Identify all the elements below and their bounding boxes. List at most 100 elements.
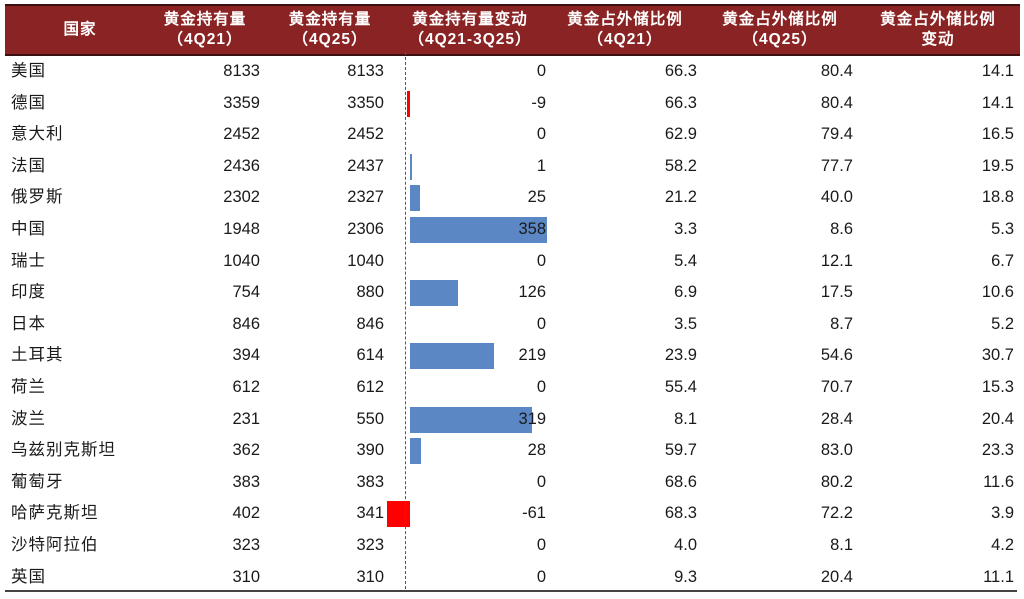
cell-ratio-change: 20.4 [981, 409, 1014, 428]
cell-holdings-4q25: 550 [356, 409, 384, 428]
cell-holdings-change: 126 [518, 283, 546, 302]
cell-ratio-4q25: 80.4 [820, 62, 853, 80]
header-holdings-change: 黄金持有量变动 （4Q21-3Q25） [390, 6, 550, 54]
cell-holdings-change: 0 [536, 567, 546, 586]
header-holdings-4q25: 黄金持有量 （4Q25） [260, 6, 400, 54]
positive-change-bar [410, 185, 420, 212]
cell-ratio-4q21: 6.9 [674, 283, 697, 302]
positive-change-bar [410, 153, 412, 180]
cell-holdings-4q25: 612 [356, 378, 384, 396]
cell-ratio-4q21: 21.2 [664, 188, 697, 207]
header-ratio-4q25: 黄金占外储比例 （4Q25） [705, 6, 855, 54]
cell-ratio-4q21: 62.9 [664, 125, 697, 144]
cell-ratio-change: 16.5 [981, 125, 1014, 144]
header-line2: （4Q21） [167, 31, 243, 48]
cell-holdings-4q25: 3350 [347, 93, 384, 112]
cell-ratio-4q25: 80.2 [820, 472, 853, 491]
cell-holdings-4q21: 2436 [223, 156, 260, 175]
cell-ratio-change: 19.5 [981, 156, 1014, 175]
cell-country-name: 德国 [11, 93, 46, 112]
cell-ratio-4q21: 58.2 [664, 156, 697, 175]
cell-ratio-4q25: 8.7 [830, 314, 853, 333]
cell-holdings-4q25: 8133 [347, 62, 384, 80]
cell-ratio-change: 5.2 [991, 314, 1014, 333]
table-row: 葡萄牙 383 383 0 68.6 80.2 11.6 [5, 467, 1020, 499]
cell-holdings-4q21: 310 [232, 567, 260, 586]
cell-holdings-change: 0 [536, 251, 546, 270]
cell-ratio-4q21: 3.5 [674, 314, 697, 333]
cell-ratio-4q21: 4.0 [674, 536, 697, 554]
cell-holdings-4q21: 754 [232, 283, 260, 302]
cell-country-name: 俄罗斯 [11, 188, 64, 207]
cell-ratio-4q21: 66.3 [664, 93, 697, 112]
cell-ratio-change: 4.2 [991, 536, 1014, 554]
cell-ratio-change: 14.1 [981, 62, 1014, 80]
cell-ratio-4q25: 80.4 [820, 93, 853, 112]
cell-ratio-4q25: 54.6 [820, 346, 853, 365]
cell-country-name: 瑞士 [11, 251, 46, 270]
cell-holdings-4q25: 1040 [347, 251, 384, 270]
cell-holdings-4q21: 402 [232, 504, 260, 523]
cell-ratio-change: 6.7 [991, 251, 1014, 270]
header-line1: 黄金占外储比例 [880, 11, 996, 28]
cell-country-name: 波兰 [11, 409, 46, 428]
cell-ratio-4q21: 66.3 [664, 62, 697, 80]
cell-holdings-change: 0 [536, 125, 546, 144]
cell-ratio-4q25: 17.5 [820, 283, 853, 302]
cell-ratio-4q25: 20.4 [820, 567, 853, 586]
cell-ratio-4q25: 28.4 [820, 409, 853, 428]
cell-holdings-4q21: 2302 [223, 188, 260, 207]
bottom-rule [5, 590, 1017, 592]
cell-holdings-4q21: 1040 [223, 251, 260, 270]
table-row: 俄罗斯 2302 2327 25 21.2 40.0 18.8 [5, 182, 1020, 214]
header-country: 国家 [5, 6, 155, 54]
positive-change-bar [410, 438, 421, 465]
cell-ratio-4q25: 70.7 [820, 378, 853, 396]
cell-country-name: 荷兰 [11, 378, 46, 396]
cell-holdings-change: 0 [536, 62, 546, 80]
table-row: 荷兰 612 612 0 55.4 70.7 15.3 [5, 372, 1020, 404]
cell-holdings-4q21: 1948 [223, 220, 260, 238]
zero-axis-dashed-line [405, 52, 406, 589]
cell-ratio-change: 23.3 [981, 441, 1014, 460]
cell-ratio-change: 10.6 [981, 283, 1014, 302]
table-row: 哈萨克斯坦 402 341 -61 68.3 72.2 3.9 [5, 498, 1020, 530]
cell-ratio-4q25: 79.4 [820, 125, 853, 144]
cell-ratio-4q25: 12.1 [820, 251, 853, 270]
cell-holdings-4q21: 846 [232, 314, 260, 333]
cell-country-name: 英国 [11, 567, 46, 586]
cell-holdings-change: 25 [527, 188, 546, 207]
cell-country-name: 中国 [11, 220, 46, 238]
header-line1: 黄金持有量 [288, 11, 372, 28]
cell-holdings-4q25: 383 [356, 472, 384, 491]
cell-country-name: 土耳其 [11, 346, 64, 365]
positive-change-bar [410, 280, 459, 307]
cell-ratio-change: 11.6 [983, 472, 1014, 491]
header-holdings-4q21: 黄金持有量 （4Q21） [135, 6, 275, 54]
cell-ratio-change: 14.1 [981, 93, 1014, 112]
cell-country-name: 哈萨克斯坦 [11, 504, 99, 523]
table-row: 瑞士 1040 1040 0 5.4 12.1 6.7 [5, 246, 1020, 278]
cell-ratio-4q21: 68.6 [664, 472, 697, 491]
cell-holdings-change: -9 [531, 93, 546, 112]
header-country-label: 国家 [63, 21, 97, 38]
cell-holdings-4q25: 323 [356, 536, 384, 554]
cell-ratio-4q21: 5.4 [674, 251, 697, 270]
cell-holdings-4q25: 880 [356, 283, 384, 302]
table-row: 沙特阿拉伯 323 323 0 4.0 8.1 4.2 [5, 530, 1020, 562]
cell-holdings-change: -61 [522, 504, 546, 523]
cell-holdings-4q21: 231 [232, 409, 260, 428]
cell-holdings-4q21: 323 [232, 536, 260, 554]
cell-ratio-change: 3.9 [991, 504, 1014, 523]
cell-holdings-4q25: 2327 [347, 188, 384, 207]
cell-ratio-4q25: 72.2 [820, 504, 853, 523]
cell-ratio-4q21: 3.3 [674, 220, 697, 238]
table-row: 波兰 231 550 319 8.1 28.4 20.4 [5, 404, 1020, 436]
header-line1: 黄金持有量变动 [412, 11, 528, 28]
cell-ratio-change: 5.3 [991, 220, 1014, 238]
cell-ratio-4q21: 8.1 [674, 409, 697, 428]
header-line2: 变动 [921, 31, 955, 48]
cell-holdings-change: 319 [518, 409, 546, 428]
positive-change-bar [410, 217, 548, 243]
cell-country-name: 印度 [11, 283, 46, 302]
